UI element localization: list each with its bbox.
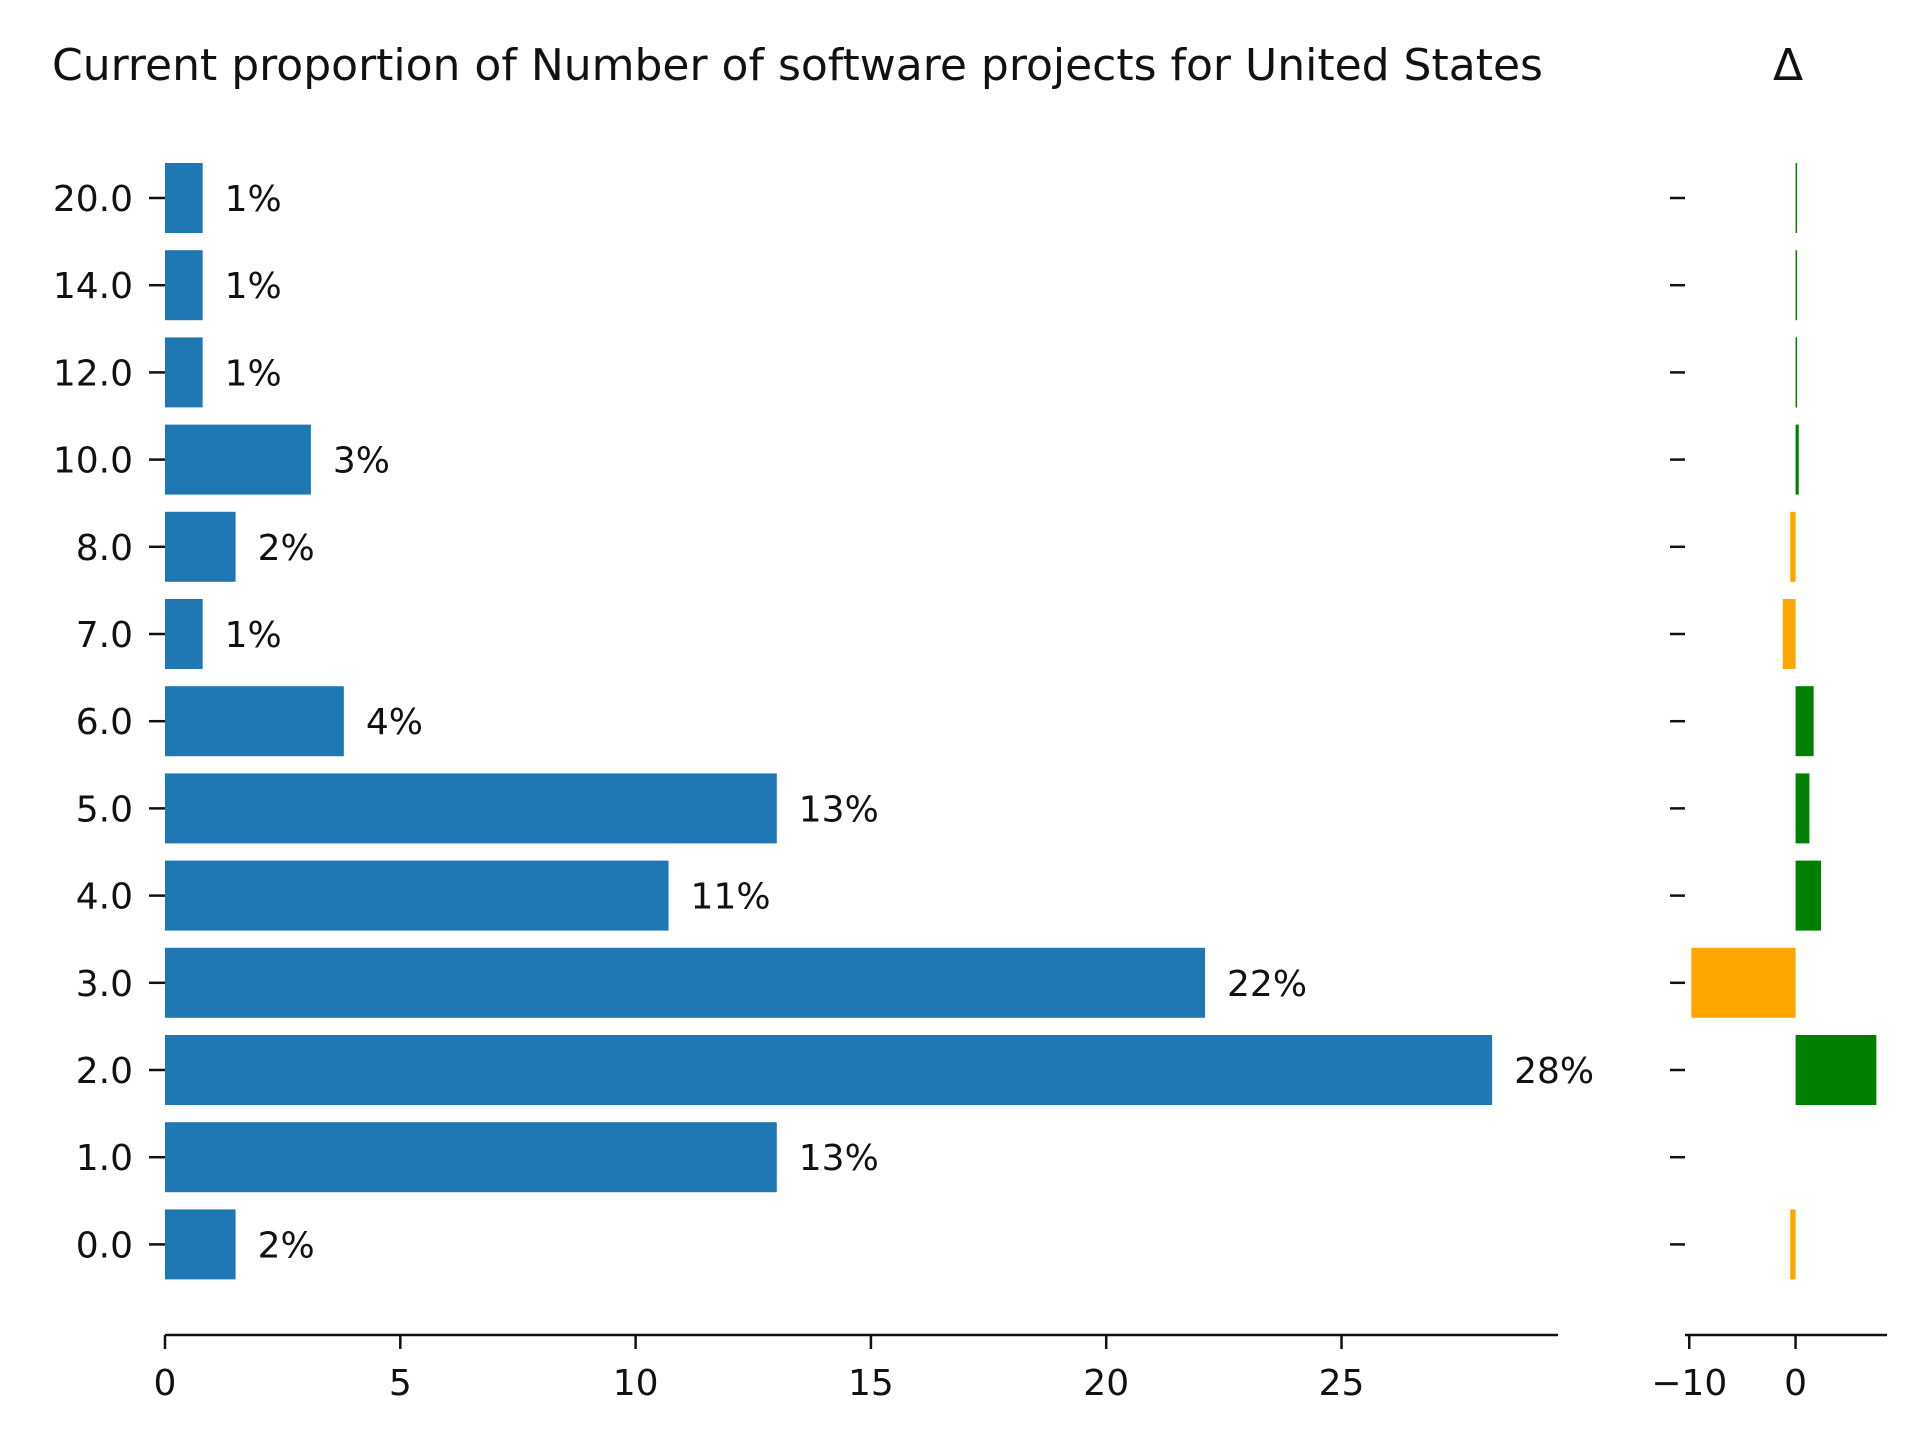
y-tick-label: 20.0 — [53, 179, 133, 220]
delta-bar — [1795, 1035, 1877, 1105]
bar — [165, 860, 669, 931]
main-data-labels: 2% 13% 28% 22% 11% 13% 4% 1% 2% 3% 1% 1% 1% — [225, 179, 1594, 1266]
bar-value-label: 1% — [225, 179, 282, 220]
bar — [165, 1209, 236, 1280]
bar-value-label: 1% — [225, 266, 282, 307]
bar-value-label: 13% — [799, 1138, 879, 1179]
chart-title: Current proportion of Number of software… — [52, 40, 1543, 91]
delta-x-axis: −10 0 — [1651, 1333, 1887, 1404]
delta-bar — [1795, 860, 1822, 931]
bar — [165, 773, 777, 844]
main-bars — [165, 163, 1493, 1280]
bar — [165, 337, 203, 408]
x-tick-label: 15 — [848, 1363, 894, 1404]
bar — [165, 424, 311, 495]
bar-value-label: 28% — [1514, 1051, 1594, 1092]
y-tick-label: 10.0 — [53, 441, 133, 482]
bar-value-label: 3% — [333, 441, 390, 482]
bar-value-label: 13% — [799, 789, 879, 830]
bar — [165, 947, 1206, 1018]
bar — [165, 511, 236, 582]
delta-bar — [1790, 1209, 1796, 1280]
bar-value-label: 1% — [225, 615, 282, 656]
delta-bar — [1795, 163, 1798, 233]
bar — [165, 250, 203, 321]
y-tick-label: 12.0 — [53, 353, 133, 394]
bar — [165, 163, 203, 233]
y-tick-label: 1.0 — [76, 1138, 133, 1179]
bar — [165, 599, 203, 669]
main-x-axis: 0 5 10 15 20 25 — [154, 1333, 1558, 1404]
x-tick-label: 5 — [389, 1363, 412, 1404]
delta-x-tick-label: 0 — [1784, 1363, 1807, 1404]
delta-bars — [1691, 163, 1877, 1280]
bar-value-label: 4% — [366, 702, 423, 743]
bar-value-label: 2% — [258, 528, 315, 569]
y-tick-label: 2.0 — [76, 1051, 133, 1092]
x-tick-label: 20 — [1083, 1363, 1129, 1404]
main-y-axis: 0.0 1.0 2.0 3.0 4.0 5.0 6.0 7.0 8.0 10.0 12.0 14.0 2… — [53, 179, 165, 1266]
y-tick-label: 8.0 — [76, 528, 133, 569]
delta-bar — [1691, 947, 1796, 1018]
x-tick-label: 10 — [613, 1363, 659, 1404]
x-tick-label: 0 — [154, 1363, 177, 1404]
bar-value-label: 2% — [258, 1225, 315, 1266]
delta-bar — [1795, 424, 1799, 495]
bar-value-label: 22% — [1227, 964, 1307, 1005]
bar-value-label: 1% — [225, 353, 282, 394]
bar-value-label: 11% — [691, 877, 771, 918]
delta-bar — [1782, 599, 1796, 669]
delta-x-tick-label: −10 — [1651, 1363, 1727, 1404]
delta-bar — [1795, 337, 1798, 408]
y-tick-label: 14.0 — [53, 266, 133, 307]
delta-bar — [1795, 686, 1814, 757]
y-tick-label: 3.0 — [76, 964, 133, 1005]
delta-bar — [1790, 511, 1796, 582]
bar — [165, 1122, 777, 1193]
y-tick-label: 6.0 — [76, 702, 133, 743]
delta-y-axis — [1670, 196, 1685, 1246]
y-tick-label: 4.0 — [76, 877, 133, 918]
y-tick-label: 7.0 — [76, 615, 133, 656]
delta-bar — [1795, 773, 1810, 844]
x-tick-label: 25 — [1319, 1363, 1365, 1404]
y-tick-label: 5.0 — [76, 789, 133, 830]
bar — [165, 1035, 1493, 1105]
y-tick-label: 0.0 — [76, 1225, 133, 1266]
delta-bar — [1795, 250, 1798, 321]
bar — [165, 686, 344, 757]
delta-title: Δ — [1773, 40, 1803, 91]
